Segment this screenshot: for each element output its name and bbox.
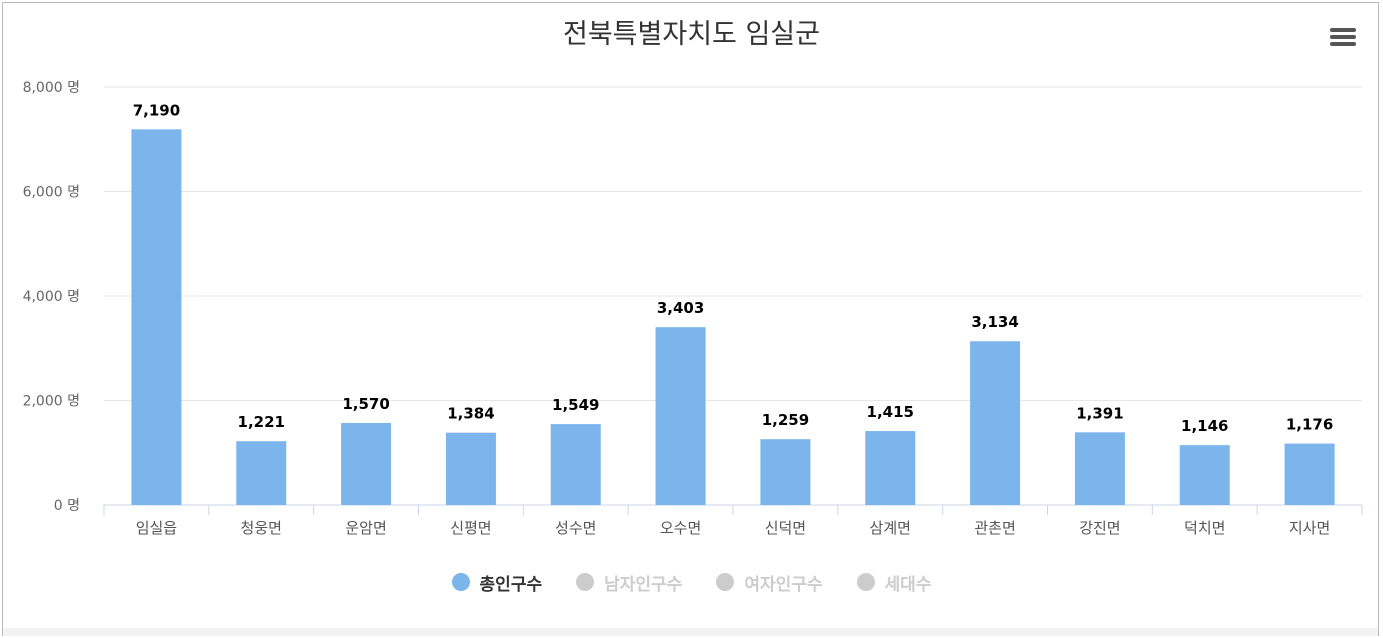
data-label: 1,570 [342, 395, 389, 413]
legend-dot-icon [856, 573, 875, 591]
chart-title: 전북특별자치도 임실군 [563, 19, 820, 50]
x-tick-label: 신평면 [450, 519, 491, 537]
legend-label: 총인구수 [479, 574, 543, 595]
bottom-band [3, 628, 1378, 636]
bar [445, 432, 496, 505]
y-tick-label: 2,000 명 [23, 394, 80, 410]
x-tick-label: 관촌면 [974, 519, 1015, 537]
x-tick-label: 지사면 [1289, 519, 1330, 537]
data-label: 7,190 [133, 101, 180, 119]
bar [550, 424, 601, 505]
bar [1179, 445, 1230, 505]
x-tick-label: 삼계면 [870, 519, 911, 537]
bar [1074, 432, 1125, 505]
bar [760, 439, 811, 505]
data-label: 1,549 [552, 396, 599, 414]
legend-item-households[interactable]: 세대수 [856, 570, 932, 595]
y-tick-label: 0 명 [54, 498, 80, 514]
bar [1284, 443, 1335, 505]
hamburger-menu-icon[interactable] [1328, 26, 1358, 48]
y-tick-label: 4,000 명 [23, 289, 80, 305]
data-label: 1,259 [762, 411, 809, 429]
legend: 총인구수 남자인구수 여자인구수 세대수 [0, 568, 1383, 596]
x-tick-label: 임실읍 [136, 519, 177, 537]
bar [341, 422, 392, 505]
data-label: 1,221 [238, 413, 285, 431]
x-tick-label: 덕치면 [1184, 519, 1225, 537]
y-tick-label: 6,000 명 [23, 185, 80, 201]
y-tick-label: 8,000 명 [23, 80, 80, 96]
data-label: 1,415 [867, 403, 914, 421]
bar [655, 327, 706, 505]
legend-label: 남자인구수 [604, 574, 683, 595]
legend-item-total[interactable]: 총인구수 [451, 570, 543, 595]
x-tick-label: 청웅면 [241, 519, 282, 537]
x-tick-label: 신덕면 [765, 519, 806, 537]
x-tick-label: 오수면 [660, 519, 701, 537]
bar [236, 441, 287, 505]
data-label: 1,384 [447, 405, 494, 423]
legend-dot-icon [576, 573, 595, 591]
data-label: 3,403 [657, 299, 704, 317]
bar [865, 431, 916, 505]
legend-dot-icon [451, 573, 470, 591]
legend-dot-icon [716, 573, 735, 591]
bar [970, 341, 1021, 505]
x-tick-label: 성수면 [555, 519, 596, 537]
x-tick-label: 운암면 [345, 519, 386, 537]
bar [131, 129, 182, 505]
data-label: 1,391 [1076, 404, 1123, 422]
legend-label: 여자인구수 [744, 574, 823, 595]
legend-item-male[interactable]: 남자인구수 [576, 570, 682, 595]
legend-item-female[interactable]: 여자인구수 [716, 570, 823, 595]
x-tick-label: 강진면 [1079, 519, 1120, 537]
data-label: 1,146 [1181, 417, 1228, 435]
legend-label: 세대수 [884, 574, 932, 595]
data-label: 1,176 [1286, 416, 1333, 434]
data-label: 3,134 [971, 313, 1018, 331]
